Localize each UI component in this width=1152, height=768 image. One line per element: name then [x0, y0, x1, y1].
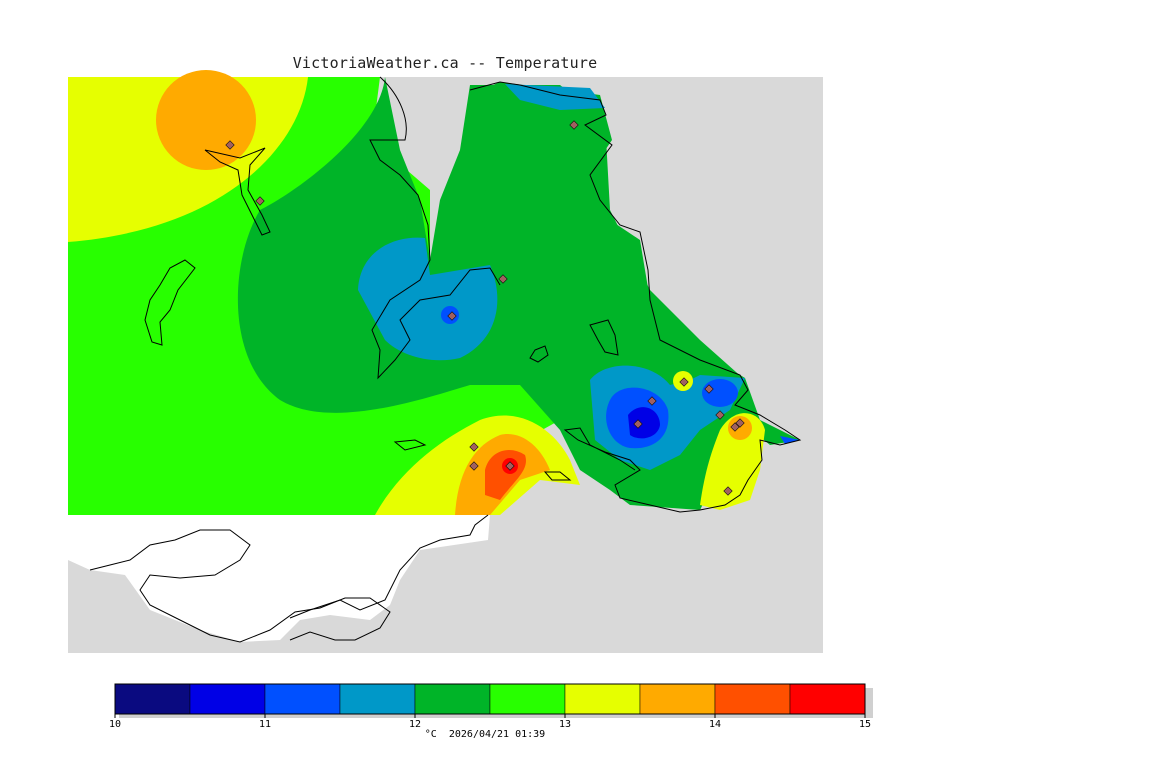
station-marker [723, 486, 733, 496]
station-marker [225, 140, 235, 150]
coastlines [89, 76, 802, 643]
colorbar-tick-label: 13 [559, 719, 571, 730]
colorbar-swatch [264, 683, 341, 715]
contour-fills [68, 70, 800, 515]
station-marker [730, 422, 740, 432]
station-marker [447, 311, 457, 321]
timestamp-label: 2026/04/21 01:39 [448, 729, 546, 740]
contour-135-southeast-spot [728, 416, 752, 440]
colorbar-swatch [489, 683, 566, 715]
colorbar-swatch [789, 683, 866, 715]
colorbar-swatch [339, 683, 416, 715]
station-marker [647, 396, 657, 406]
station-marker [633, 419, 643, 429]
colorbar-tick-label: 12 [409, 719, 421, 730]
contour-105-east [628, 407, 660, 439]
colorbar-tick-label: 14 [709, 719, 721, 730]
colorbar-swatch [564, 683, 641, 715]
colorbar-frame [114, 683, 866, 715]
station-marker [498, 274, 508, 284]
map-title: VictoriaWeather.ca -- Temperature [292, 54, 598, 72]
contour-11-east-spot [702, 379, 738, 407]
unit-label: °C [424, 729, 437, 740]
contour-13-southeast [700, 413, 765, 510]
colorbar-swatch [714, 683, 791, 715]
colorbar-swatch [189, 683, 266, 715]
colorbar-swatches [114, 683, 866, 715]
colorbar-ticks: 10 11 12 13 14 15 [109, 714, 871, 730]
station-marker [735, 418, 745, 428]
colorbar-swatch [639, 683, 716, 715]
colorbar-footer: °C 2026/04/21 01:39 [0, 729, 970, 740]
colorbar-tick-label: 10 [109, 719, 121, 730]
station-markers [225, 120, 745, 496]
station-marker [569, 120, 579, 130]
station-marker [679, 377, 689, 387]
station-marker [469, 461, 479, 471]
contour-115-north-tip [505, 84, 605, 110]
contour-11-east-tip [780, 436, 800, 444]
colorbar-swatch [114, 683, 191, 715]
colorbar-swatch [414, 683, 491, 715]
station-marker [505, 461, 515, 471]
station-marker [704, 384, 714, 394]
station-marker [469, 442, 479, 452]
station-marker [715, 410, 725, 420]
station-marker [255, 196, 265, 206]
colorbar-tick-label: 11 [259, 719, 271, 730]
colorbar-tick-label: 15 [859, 719, 871, 730]
outside-data-area [68, 515, 490, 642]
